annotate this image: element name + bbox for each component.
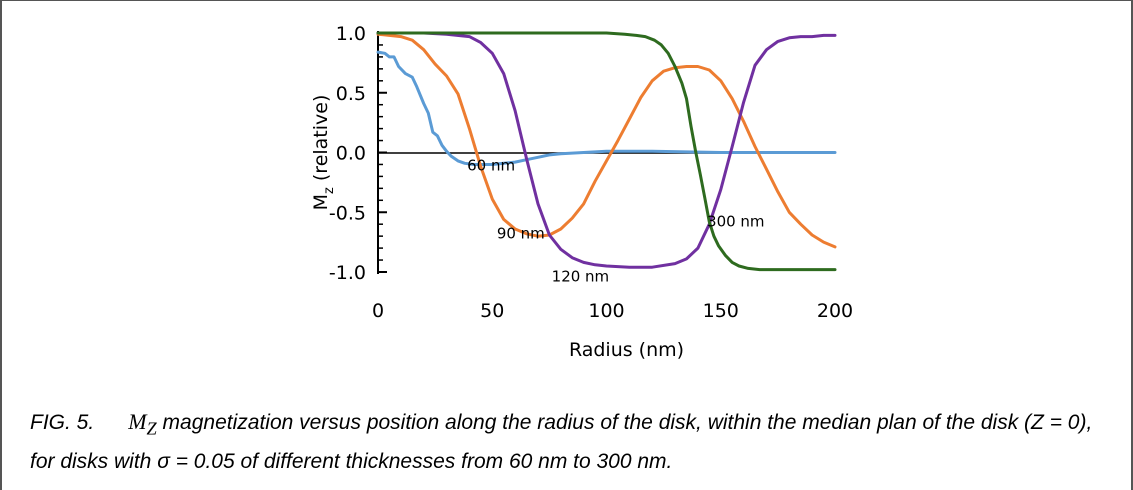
- figure-number: FIG. 5.: [30, 411, 95, 434]
- x-tick-label: 150: [703, 300, 739, 322]
- chart-series: [376, 31, 837, 272]
- series-label-120-nm: 120 nm: [552, 268, 610, 286]
- y-tick-label: 0.5: [336, 83, 366, 105]
- y-tick-label: 0.0: [336, 143, 366, 165]
- series-label-300-nm: 300 nm: [707, 213, 765, 231]
- caption-mz-main: M: [128, 409, 147, 434]
- series-line-90-nm: [376, 32, 837, 249]
- series-line-120-nm: [376, 31, 837, 269]
- x-tick-label: 100: [588, 300, 624, 322]
- x-axis-title: Radius (nm): [569, 339, 684, 361]
- caption-mz-symbol: MZ: [128, 409, 157, 438]
- y-axis-title: Mz (relative): [310, 95, 337, 211]
- x-tick-label: 200: [817, 300, 853, 322]
- chart-axes: 1.0 0.5 0.0 -0.5 -1.0 0 50 100 150 200: [329, 23, 853, 322]
- series-line-60-nm: [376, 50, 837, 166]
- series-line-300-nm: [376, 31, 837, 272]
- caption-mz-subscript: Z: [146, 418, 157, 439]
- chart: 1.0 0.5 0.0 -0.5 -1.0 0 50 100 150 200 60 nm 90 nm…: [310, 23, 853, 361]
- caption-text: magnetization versus position along the …: [30, 411, 1093, 474]
- x-tick-label: 0: [372, 300, 384, 322]
- chart-series-labels: 60 nm 90 nm 120 nm 300 nm: [467, 157, 764, 286]
- series-label-60-nm: 60 nm: [467, 157, 515, 175]
- x-tick-label: 50: [480, 300, 504, 322]
- figure-caption: FIG. 5. MZ magnetization versus position …: [30, 405, 1110, 478]
- y-tick-label: -0.5: [329, 202, 366, 224]
- series-label-90-nm: 90 nm: [497, 225, 545, 243]
- y-axis-title-main: M: [310, 194, 332, 210]
- y-axis-title-subscript: z: [322, 187, 337, 194]
- y-tick-label: -1.0: [329, 262, 366, 284]
- y-axis-title-rest: (relative): [310, 95, 332, 188]
- y-tick-label: 1.0: [336, 23, 366, 45]
